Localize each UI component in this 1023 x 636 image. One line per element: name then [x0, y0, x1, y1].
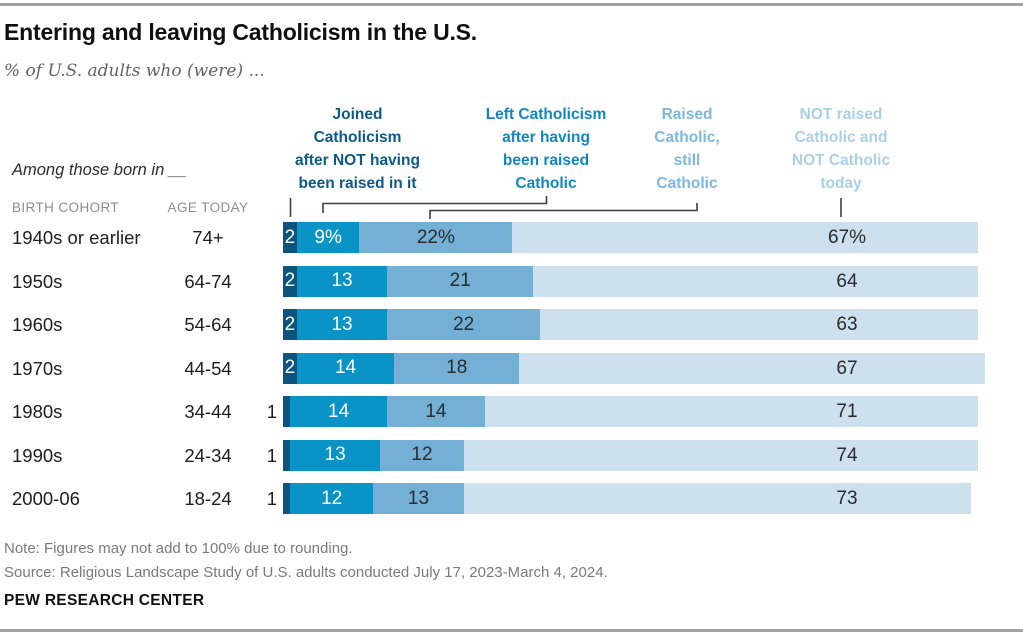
segment-value: 1 [266, 444, 277, 466]
age-today-header: AGE TODAY [167, 200, 249, 215]
segment-value: 74 [836, 444, 858, 466]
bar-segment: 14 [296, 352, 395, 384]
segment-value: 2 [284, 357, 296, 378]
segment-value: 73 [836, 488, 858, 509]
legend-header: Left Catholicism after having been raise… [485, 106, 607, 192]
age-label: 74+ [192, 227, 224, 248]
bar-segment [463, 483, 972, 514]
segment-value: 13 [331, 270, 353, 291]
bar-segment [484, 396, 978, 427]
cohort-label: 1950s [12, 270, 63, 292]
bar-segment: 13 [296, 265, 388, 297]
segment-value: 18 [446, 357, 468, 378]
page-title: Entering and leaving Catholicism in the … [4, 19, 477, 45]
bar-segment: 9% [296, 222, 360, 253]
segment-value: 13 [331, 313, 353, 335]
age-label: 44-54 [184, 357, 232, 379]
legend-header: NOT raised Catholic and NOT Catholic tod… [791, 106, 891, 192]
age-label: 64-74 [184, 270, 232, 292]
segment-value: 14 [328, 400, 350, 422]
bar-row: 2 9% 22% 67% [283, 222, 978, 253]
segment-value: 12 [321, 487, 343, 509]
age-label: 18-24 [184, 488, 232, 509]
cohort-label: 1970s [12, 357, 63, 379]
legend-header: Joined Catholicism after NOT having been… [295, 106, 420, 192]
note-text: Note: Figures may not add to 100% due to… [4, 540, 353, 557]
bar-segment: 22% [359, 222, 513, 253]
bar-segment: 13 [289, 439, 381, 471]
bar-row: 2 13 22 63 [283, 309, 978, 340]
bar-segment: 18 [394, 352, 520, 384]
top-rule [0, 3, 1023, 6]
segment-value: 67% [827, 227, 867, 248]
segment-value: 13 [407, 487, 430, 509]
bar-row: 1 14 14 71 [267, 396, 978, 427]
bottom-rule [0, 629, 1023, 632]
bar-segment: 2 [283, 309, 297, 340]
bar-segment [283, 396, 290, 427]
segment-value: 2 [284, 270, 296, 291]
pointer-lines [289, 196, 842, 219]
among-label: Among those born in __ [12, 161, 188, 179]
bar-segment: 12 [380, 439, 464, 471]
age-label: 54-64 [184, 314, 232, 335]
footer-brand: PEW RESEARCH CENTER [4, 592, 205, 609]
segment-value: 22 [453, 313, 475, 335]
bar-row: 1 13 12 74 [267, 439, 978, 471]
segment-value: 71 [836, 401, 858, 422]
chart-subtitle: % of U.S. adults who (were) ... [4, 61, 265, 81]
bar-segment: 2 [283, 265, 297, 297]
bar-segment [283, 483, 290, 514]
bar-segment [512, 222, 978, 253]
bar-segment [540, 309, 978, 340]
cohort-label: 2000-06 [12, 488, 80, 509]
segment-value: 14 [425, 400, 447, 422]
segment-value: 2 [284, 313, 296, 335]
age-label: 34-44 [184, 401, 232, 422]
segment-value: 22% [416, 226, 455, 248]
cohort-label: 1960s [12, 314, 63, 335]
segment-value: 63 [836, 314, 858, 335]
bar-row: 2 13 21 64 [283, 265, 978, 297]
bar-segment: 13 [296, 309, 388, 340]
birth-cohort-header: BIRTH COHORT [12, 200, 120, 215]
bar-segment [519, 352, 985, 384]
age-label: 24-34 [184, 444, 232, 466]
source-text: Source: Religious Landscape Study of U.S… [4, 564, 608, 581]
bar-segment [283, 439, 290, 471]
bar-segment: 14 [289, 396, 388, 427]
cohort-label: 1980s [12, 401, 63, 422]
cohort-label: 1940s or earlier [12, 227, 141, 248]
bar-segment: 2 [283, 222, 297, 253]
segment-value: 13 [324, 444, 346, 465]
segment-value: 14 [334, 357, 357, 378]
bar-segment: 13 [373, 483, 464, 514]
segment-value: 67 [836, 357, 858, 379]
segment-value: 21 [449, 270, 471, 291]
segment-value: 64 [836, 270, 858, 292]
bar-row: 1 12 13 73 [267, 483, 972, 514]
segment-value: 2 [284, 226, 296, 248]
bar-segment [533, 265, 978, 297]
cohort-label: 1990s [12, 444, 63, 466]
segment-value: 9% [314, 226, 342, 248]
bar-segment: 12 [289, 483, 374, 514]
segment-value: 1 [266, 401, 277, 422]
bar-segment [463, 439, 978, 471]
bar-segment: 14 [387, 396, 485, 427]
segment-value: 1 [266, 488, 277, 509]
segment-value: 12 [411, 444, 433, 465]
legend-header: Raised Catholic, still Catholic [654, 106, 720, 192]
bar-segment: 21 [387, 265, 534, 297]
bar-row: 2 14 18 67 [283, 352, 985, 384]
bar-segment: 22 [387, 309, 541, 340]
bar-segment: 2 [283, 352, 297, 384]
